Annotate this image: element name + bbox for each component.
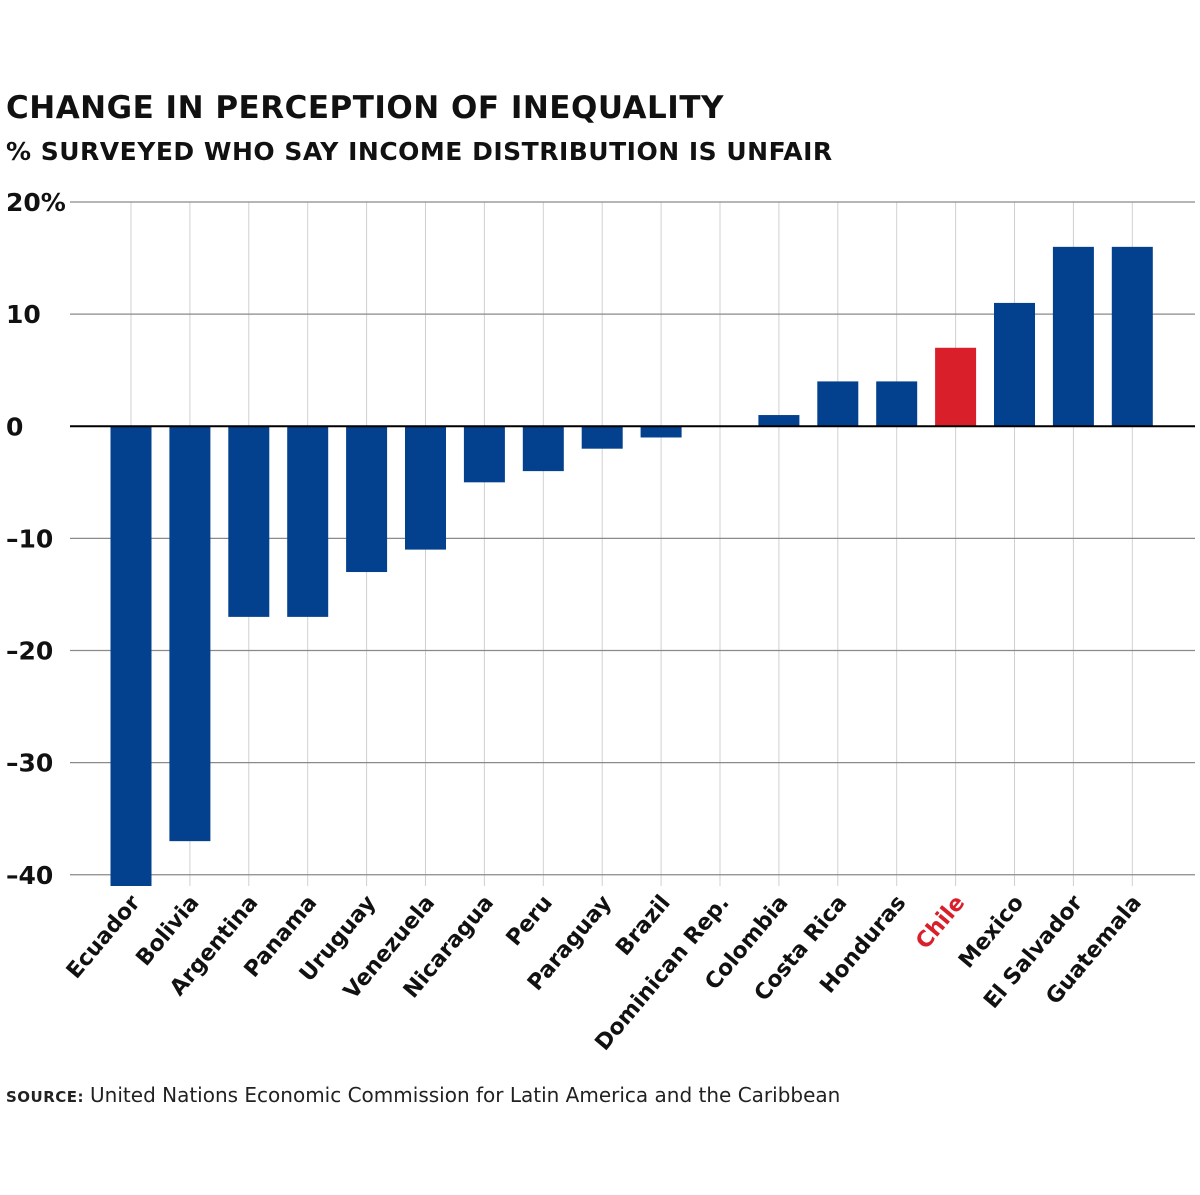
bar-peru <box>522 426 564 472</box>
x-tick-label: Peru <box>502 891 558 951</box>
bar-paraguay <box>581 426 623 449</box>
y-tick-label: –30 <box>6 749 53 778</box>
bar-venezuela <box>405 426 446 550</box>
y-tick-label: –10 <box>6 524 53 553</box>
source-text: United Nations Economic Commission for L… <box>90 1083 841 1107</box>
bar-chile <box>935 347 977 427</box>
x-tick-labels: EcuadorBoliviaArgentinaPanamaUruguayVene… <box>62 891 1147 1056</box>
bars <box>110 246 1153 886</box>
source-note: SOURCE: United Nations Economic Commissio… <box>6 1083 840 1107</box>
bar-guatemala <box>1111 246 1153 427</box>
chart-title: CHANGE IN PERCEPTION OF INEQUALITY <box>6 90 724 126</box>
y-tick-label: –40 <box>6 861 53 890</box>
bar-el-salvador <box>1052 246 1094 427</box>
source-label: SOURCE: <box>6 1088 85 1106</box>
y-tick-label: –20 <box>6 637 53 666</box>
bar-brazil <box>640 426 682 438</box>
bar-costa-rica <box>817 381 859 427</box>
bar-uruguay <box>346 426 388 573</box>
chart-subtitle: % SURVEYED WHO SAY INCOME DISTRIBUTION I… <box>6 137 833 166</box>
vertical-gridlines <box>130 202 1133 886</box>
bar-nicaragua <box>463 426 505 483</box>
bar-chart: 20% 10 0 –10 –20 –30 –40 EcuadorBoliviaArgenti… <box>6 188 1195 1056</box>
x-tick-label: Ecuador <box>62 891 146 984</box>
bar-mexico <box>994 302 1035 427</box>
bar-colombia <box>758 415 800 427</box>
bar-panama <box>287 426 329 617</box>
bar-honduras <box>876 381 918 427</box>
y-tick-labels: 20% 10 0 –10 –20 –30 –40 <box>6 188 66 890</box>
bar-ecuador <box>110 426 152 886</box>
bar-argentina <box>228 426 270 617</box>
y-tick-label: 20% <box>6 188 66 217</box>
y-tick-label: 10 <box>6 300 41 329</box>
y-tick-label: 0 <box>6 412 23 441</box>
bar-bolivia <box>169 426 211 842</box>
x-tick-label: Chile <box>911 891 970 954</box>
